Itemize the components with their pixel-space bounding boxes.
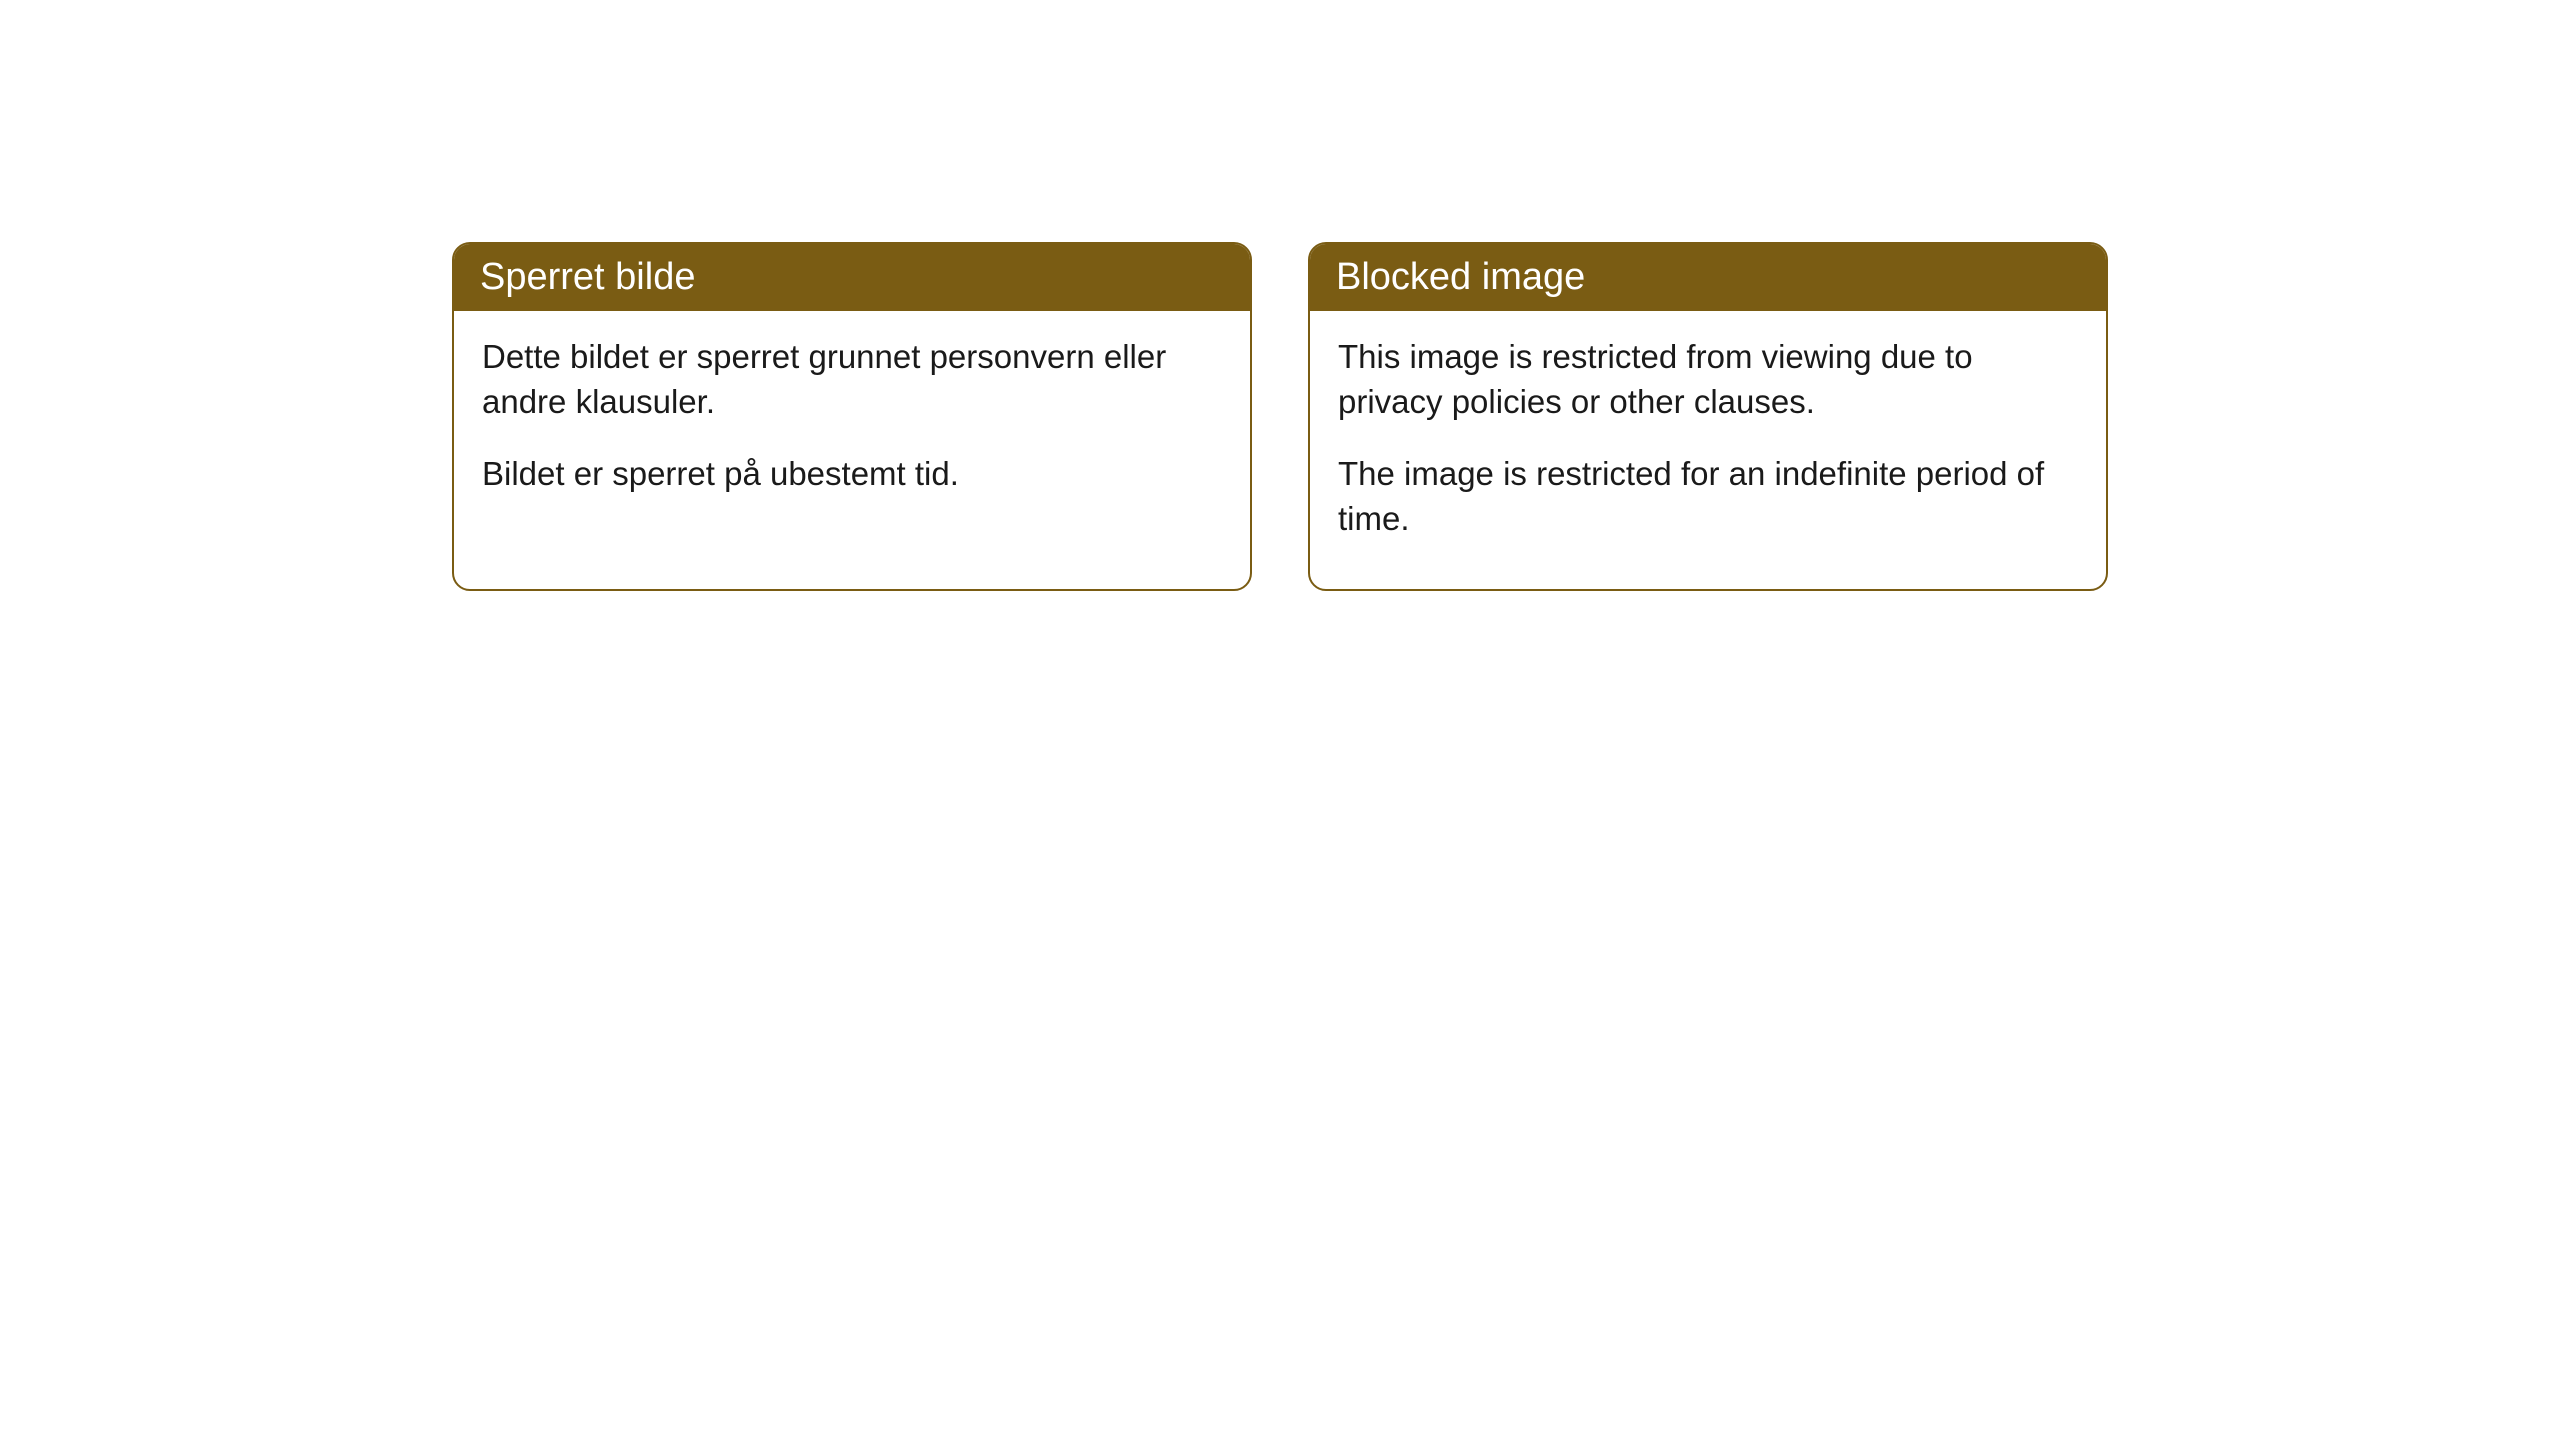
card-body-english: This image is restricted from viewing du…: [1310, 311, 2106, 589]
card-paragraph-2-english: The image is restricted for an indefinit…: [1338, 452, 2078, 541]
card-english: Blocked image This image is restricted f…: [1308, 242, 2108, 591]
card-paragraph-2-norwegian: Bildet er sperret på ubestemt tid.: [482, 452, 1222, 497]
card-paragraph-1-english: This image is restricted from viewing du…: [1338, 335, 2078, 424]
card-header-english: Blocked image: [1310, 244, 2106, 311]
card-norwegian: Sperret bilde Dette bildet er sperret gr…: [452, 242, 1252, 591]
card-paragraph-1-norwegian: Dette bildet er sperret grunnet personve…: [482, 335, 1222, 424]
card-body-norwegian: Dette bildet er sperret grunnet personve…: [454, 311, 1250, 545]
cards-container: Sperret bilde Dette bildet er sperret gr…: [452, 242, 2108, 591]
card-header-norwegian: Sperret bilde: [454, 244, 1250, 311]
